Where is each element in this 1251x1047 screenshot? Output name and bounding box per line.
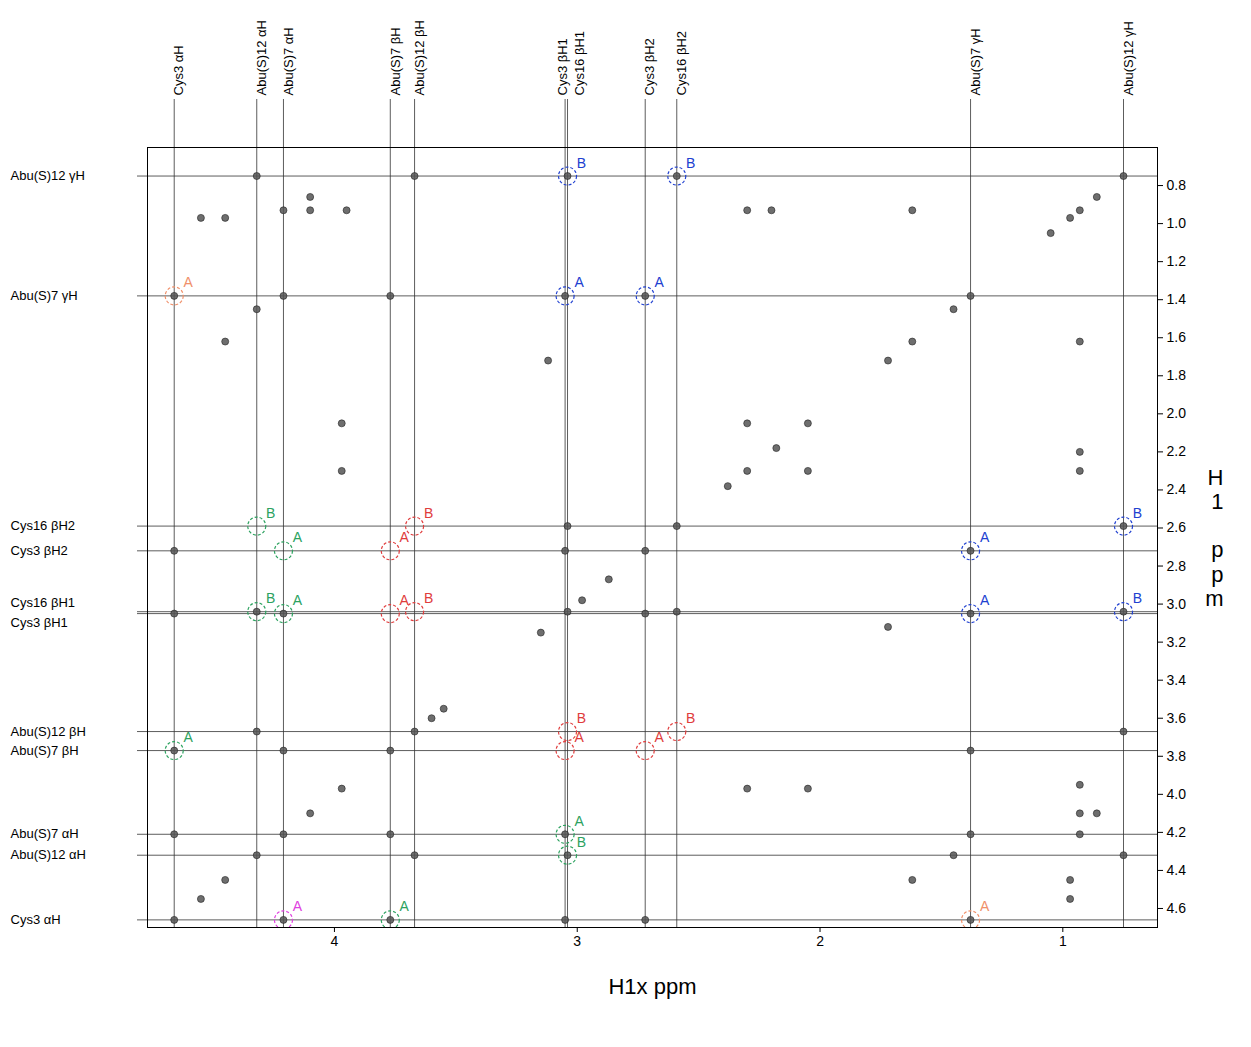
svg-text:Cys3 αH: Cys3 αH xyxy=(171,45,186,95)
svg-text:B: B xyxy=(1133,505,1142,521)
svg-text:1.4: 1.4 xyxy=(1167,291,1187,307)
svg-text:4.2: 4.2 xyxy=(1167,824,1187,840)
svg-text:2.4: 2.4 xyxy=(1167,481,1187,497)
svg-text:B: B xyxy=(424,505,433,521)
svg-text:Cys16 βH2: Cys16 βH2 xyxy=(674,31,689,96)
svg-text:4: 4 xyxy=(331,933,339,949)
svg-text:B: B xyxy=(686,155,695,171)
svg-text:A: A xyxy=(980,898,990,914)
svg-text:Abu(S)7 αH: Abu(S)7 αH xyxy=(281,27,296,95)
svg-text:1.2: 1.2 xyxy=(1167,253,1187,269)
svg-text:Abu(S)12 αH: Abu(S)12 αH xyxy=(11,847,86,862)
svg-text:A: A xyxy=(184,729,194,745)
svg-text:A: A xyxy=(293,592,303,608)
svg-text:A: A xyxy=(980,592,990,608)
svg-text:A: A xyxy=(655,274,665,290)
svg-text:2.0: 2.0 xyxy=(1167,405,1187,421)
svg-text:A: A xyxy=(655,729,665,745)
svg-text:Cys3 βH2: Cys3 βH2 xyxy=(642,38,657,95)
svg-text:A: A xyxy=(574,729,584,745)
svg-text:Abu(S)7 γH: Abu(S)7 γH xyxy=(11,288,78,303)
svg-text:3.6: 3.6 xyxy=(1167,710,1187,726)
svg-text:A: A xyxy=(293,898,303,914)
svg-text:Abu(S)12 βH: Abu(S)12 βH xyxy=(412,20,427,95)
svg-text:Abu(S)12 βH: Abu(S)12 βH xyxy=(11,724,86,739)
svg-text:A: A xyxy=(400,592,410,608)
svg-text:1.8: 1.8 xyxy=(1167,367,1187,383)
svg-text:H1 ppm: H1 ppm xyxy=(1205,465,1223,611)
svg-text:1.6: 1.6 xyxy=(1167,329,1187,345)
svg-text:3: 3 xyxy=(573,933,581,949)
svg-text:A: A xyxy=(980,529,990,545)
svg-text:A: A xyxy=(400,898,410,914)
svg-text:A: A xyxy=(184,274,194,290)
svg-text:B: B xyxy=(266,505,275,521)
svg-text:B: B xyxy=(1133,590,1142,606)
svg-text:2.6: 2.6 xyxy=(1167,519,1187,535)
svg-text:Abu(S)7 γH: Abu(S)7 γH xyxy=(968,28,983,95)
svg-text:B: B xyxy=(686,710,695,726)
svg-text:Cys3 βH1: Cys3 βH1 xyxy=(11,615,68,630)
svg-text:B: B xyxy=(577,710,586,726)
svg-text:0.8: 0.8 xyxy=(1167,177,1187,193)
svg-text:Cys16 βH2: Cys16 βH2 xyxy=(11,518,76,533)
svg-text:Abu(S)7 αH: Abu(S)7 αH xyxy=(11,826,79,841)
svg-text:2: 2 xyxy=(816,933,824,949)
svg-text:Cys16 βH1: Cys16 βH1 xyxy=(572,31,587,96)
svg-text:4.6: 4.6 xyxy=(1167,900,1187,916)
svg-text:3.4: 3.4 xyxy=(1167,672,1187,688)
svg-text:B: B xyxy=(266,590,275,606)
svg-text:3.2: 3.2 xyxy=(1167,634,1187,650)
svg-text:B: B xyxy=(577,834,586,850)
svg-text:A: A xyxy=(574,274,584,290)
svg-text:B: B xyxy=(424,590,433,606)
svg-text:2.2: 2.2 xyxy=(1167,443,1187,459)
svg-text:3.8: 3.8 xyxy=(1167,748,1187,764)
svg-text:A: A xyxy=(574,813,584,829)
svg-text:Cys3 βH2: Cys3 βH2 xyxy=(11,543,68,558)
svg-text:Cys3 βH1: Cys3 βH1 xyxy=(555,38,570,95)
svg-text:A: A xyxy=(400,529,410,545)
svg-text:4.0: 4.0 xyxy=(1167,786,1187,802)
svg-text:Abu(S)12 γH: Abu(S)12 γH xyxy=(11,168,85,183)
svg-text:Abu(S)12 αH: Abu(S)12 αH xyxy=(254,20,269,95)
svg-text:Abu(S)7 βH: Abu(S)7 βH xyxy=(388,27,403,95)
svg-text:2.8: 2.8 xyxy=(1167,558,1187,574)
svg-text:H1x ppm: H1x ppm xyxy=(608,974,696,999)
svg-text:Abu(S)12 γH: Abu(S)12 γH xyxy=(1121,21,1136,95)
svg-text:1.0: 1.0 xyxy=(1167,215,1187,231)
svg-text:B: B xyxy=(577,155,586,171)
svg-text:Cys16 βH1: Cys16 βH1 xyxy=(11,595,76,610)
svg-text:Abu(S)7 βH: Abu(S)7 βH xyxy=(11,743,79,758)
svg-text:1: 1 xyxy=(1059,933,1067,949)
svg-text:3.0: 3.0 xyxy=(1167,596,1187,612)
svg-text:Cys3 αH: Cys3 αH xyxy=(11,912,61,927)
svg-text:A: A xyxy=(293,529,303,545)
svg-text:4.4: 4.4 xyxy=(1167,862,1187,878)
